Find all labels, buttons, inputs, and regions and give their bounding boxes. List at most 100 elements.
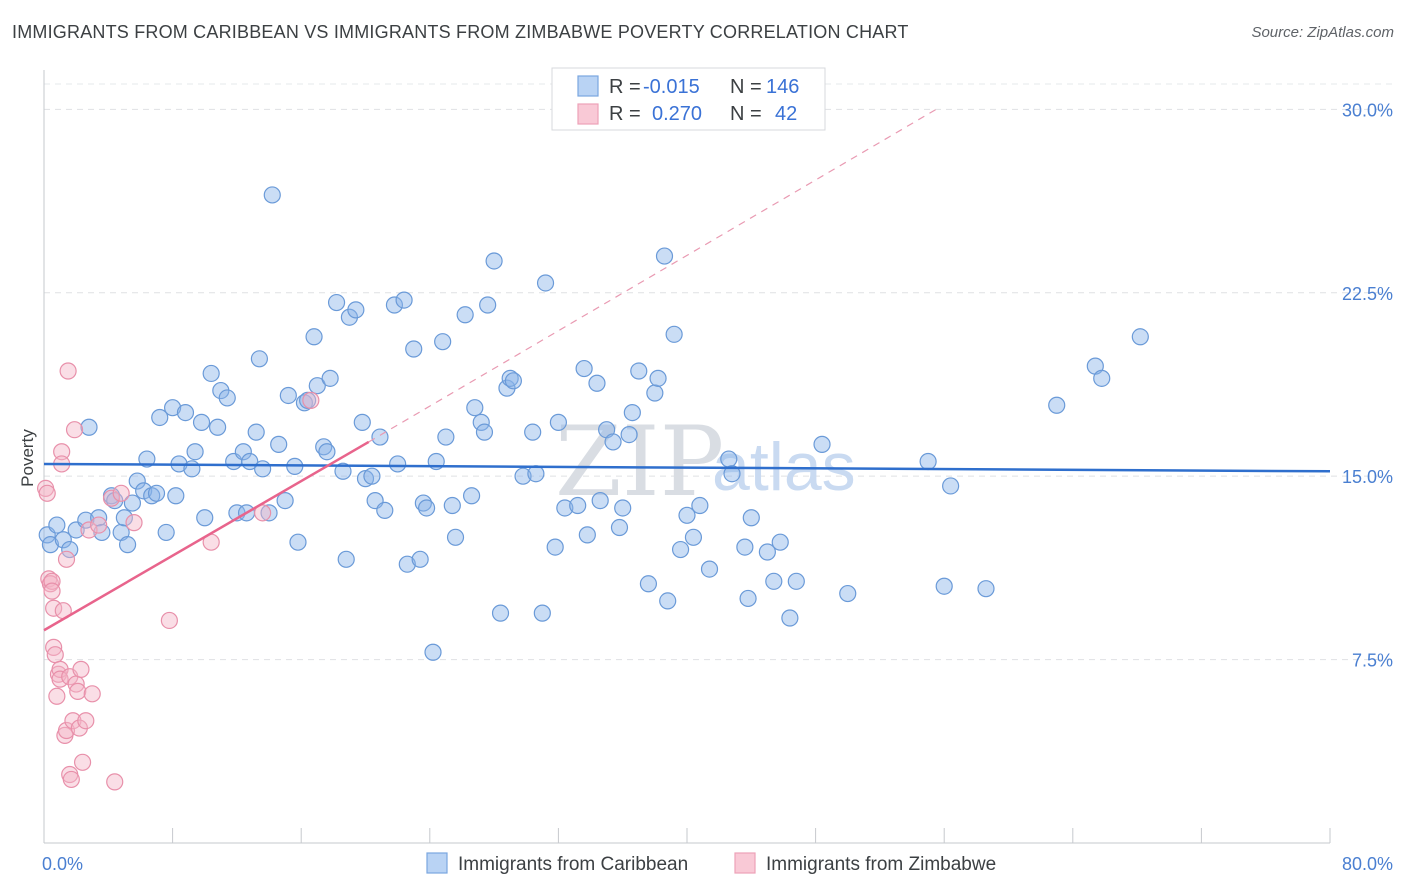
- point-1-22: [62, 770, 80, 789]
- point-0-13: [115, 509, 133, 527]
- trend-line-zimbabwe: [43, 440, 370, 632]
- point-0-47: [279, 386, 297, 405]
- point-0-81: [446, 528, 465, 546]
- point-0-135: [839, 584, 857, 603]
- point-0-88: [485, 252, 503, 270]
- point-0-80: [443, 496, 461, 515]
- point-0-129: [758, 543, 776, 561]
- point-0-105: [591, 492, 609, 510]
- point-0-136: [919, 452, 937, 471]
- point-0-91: [501, 369, 519, 387]
- legend-r-label-1: R =: [609, 103, 641, 125]
- y-axis-title: Poverty: [18, 429, 37, 487]
- point-1-34: [102, 489, 121, 507]
- series-zimbabwe: [37, 362, 320, 791]
- point-0-131: [771, 533, 789, 551]
- point-0-121: [684, 528, 703, 546]
- x-tick-marks: [43, 828, 1331, 843]
- point-0-78: [434, 333, 452, 351]
- point-0-49: [289, 533, 307, 551]
- point-0-15: [123, 494, 142, 512]
- point-1-24: [65, 421, 84, 439]
- point-0-116: [655, 247, 674, 265]
- legend-n-label-1: N =: [730, 103, 762, 125]
- point-0-8: [90, 509, 108, 527]
- point-0-19: [143, 487, 161, 505]
- point-0-114: [646, 384, 664, 402]
- point-0-37: [234, 443, 252, 461]
- point-0-111: [623, 403, 641, 422]
- point-0-57: [327, 293, 346, 312]
- point-0-127: [739, 589, 757, 608]
- point-0-84: [466, 399, 484, 417]
- legend-stats-swatch-caribbean: [577, 75, 599, 97]
- point-0-58: [334, 462, 352, 480]
- point-0-2: [48, 516, 66, 534]
- point-1-5: [43, 582, 61, 600]
- x-tick-labels: 0.0% 80.0%: [42, 854, 1393, 874]
- legend-label-zimbabwe: Immigrants from Zimbabwe: [766, 854, 996, 875]
- point-0-122: [691, 496, 709, 515]
- point-0-118: [665, 325, 683, 343]
- point-0-68: [385, 296, 404, 314]
- point-0-53: [308, 377, 326, 395]
- point-0-130: [765, 572, 783, 590]
- point-0-138: [942, 477, 960, 495]
- point-0-56: [321, 369, 339, 387]
- point-0-70: [395, 291, 413, 309]
- point-0-143: [1131, 328, 1149, 346]
- point-1-36: [112, 484, 130, 502]
- point-0-140: [1048, 396, 1066, 414]
- point-0-40: [247, 423, 265, 441]
- point-0-4: [61, 540, 79, 559]
- legend-r-value-0: -0.015: [643, 76, 700, 98]
- point-0-3: [54, 531, 72, 549]
- point-0-24: [167, 487, 185, 505]
- point-0-101: [569, 496, 587, 515]
- point-0-67: [376, 501, 394, 520]
- point-1-38: [160, 611, 178, 630]
- point-1-4: [43, 572, 61, 590]
- point-1-18: [57, 550, 76, 568]
- point-0-42: [254, 460, 272, 478]
- point-0-27: [183, 460, 201, 478]
- point-0-117: [659, 592, 677, 610]
- point-0-14: [118, 536, 137, 554]
- point-0-7: [80, 418, 98, 436]
- point-1-1: [38, 484, 56, 502]
- point-0-100: [556, 499, 574, 517]
- trend-line-caribbean: [43, 462, 1331, 473]
- point-0-71: [398, 555, 416, 573]
- legend-series: Immigrants from Caribbean Immigrants fro…: [426, 852, 996, 875]
- source-label: Source: ZipAtlas.com: [1251, 24, 1394, 41]
- point-0-82: [456, 306, 474, 324]
- point-1-8: [46, 646, 64, 664]
- point-0-74: [414, 494, 432, 512]
- point-0-104: [588, 374, 606, 392]
- point-0-52: [305, 328, 323, 346]
- point-1-32: [83, 685, 101, 703]
- point-0-29: [192, 413, 211, 431]
- point-1-9: [48, 687, 66, 705]
- point-0-59: [337, 550, 355, 568]
- point-0-62: [353, 413, 371, 431]
- point-0-124: [720, 450, 738, 468]
- point-0-96: [533, 604, 551, 622]
- point-0-93: [514, 467, 532, 485]
- point-0-76: [424, 643, 442, 661]
- point-0-115: [649, 369, 667, 387]
- series-caribbean: [38, 186, 1149, 661]
- point-1-40: [302, 391, 320, 409]
- point-0-137: [935, 577, 953, 595]
- point-0-97: [536, 274, 555, 292]
- point-0-64: [363, 467, 381, 485]
- point-1-33: [90, 516, 108, 534]
- y-tick-label-1: 15.0%: [1342, 467, 1393, 487]
- point-0-119: [671, 540, 690, 559]
- point-0-22: [157, 523, 175, 542]
- point-0-28: [186, 443, 204, 461]
- legend-r-label-0: R =: [609, 76, 641, 98]
- point-0-18: [138, 450, 156, 468]
- point-0-128: [742, 509, 760, 527]
